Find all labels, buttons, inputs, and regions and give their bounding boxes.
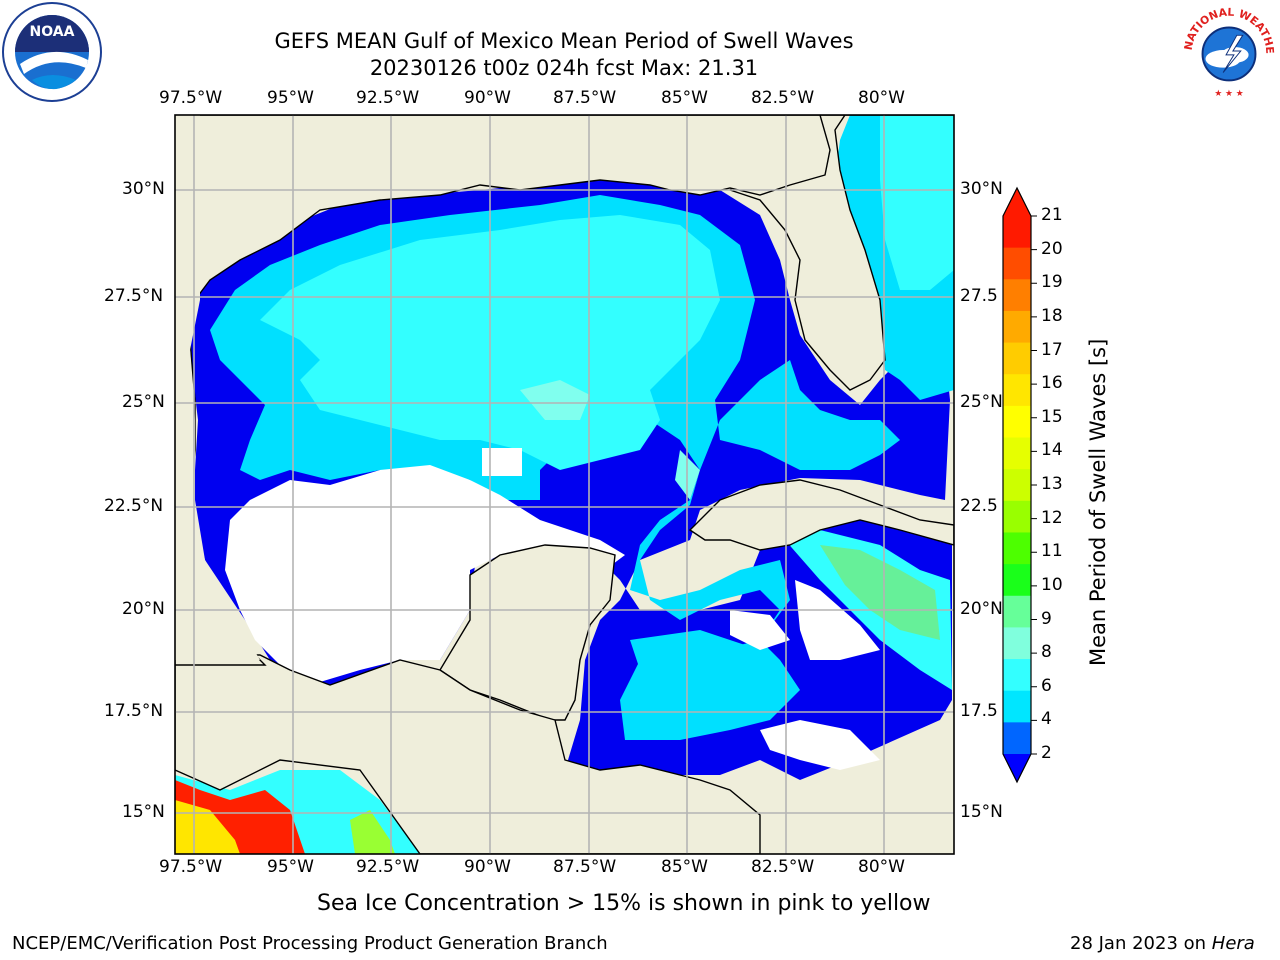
bay-of-campeche-nodata [225, 465, 625, 685]
gulf-swell-pale [520, 380, 700, 500]
lon-label-bottom: 90°W [464, 857, 511, 877]
lon-label-top: 85°W [661, 88, 708, 108]
colorbar-segment [1003, 690, 1031, 723]
nws-logo-icon: NATIONAL WEATHER SERVICE ★ ★ ★ [1180, 2, 1276, 99]
colorbar-tick-label: 8 [1041, 642, 1052, 663]
chart-subtitle: 20230126 t00z 024h fcst Max: 21.31 [369, 56, 759, 80]
colorbar-tick-label: 9 [1041, 608, 1052, 629]
caribbean-swell-green [820, 545, 940, 640]
colorbar-segment [1003, 374, 1031, 407]
colorbar-segment [1003, 722, 1031, 755]
footer-date-text: 28 Jan 2023 on [1070, 933, 1212, 954]
footer-host: Hera [1211, 933, 1255, 954]
lat-label-left: 30°N [122, 179, 165, 199]
colorbar-segment [1003, 342, 1031, 375]
colorbar-segment [1003, 437, 1031, 470]
colorbar-tick-label: 14 [1041, 440, 1063, 461]
lon-label-top: 95°W [267, 88, 314, 108]
colorbar-tick-label: 12 [1041, 507, 1063, 528]
lon-label-bottom: 95°W [267, 857, 314, 877]
lat-label-left: 22.5°N [104, 496, 164, 516]
mexico-east-coast-land [175, 115, 260, 660]
sea-ice-note: Sea Ice Concentration > 15% is shown in … [317, 891, 931, 916]
colorbar-tick-label: 20 [1041, 238, 1063, 259]
colorbar-tick-label: 21 [1041, 205, 1063, 225]
colorbar-segment [1003, 564, 1031, 597]
pacific-swell-green [350, 810, 395, 854]
lat-label-right: 17.5 [960, 701, 998, 721]
caribbean-swell-cyan-b [630, 630, 780, 710]
lat-label-right: 27.5 [960, 286, 998, 306]
footer-date: 28 Jan 2023 on Hera [1070, 933, 1255, 954]
colorbar-segment [1003, 659, 1031, 692]
map-area [175, 115, 954, 854]
lon-label-bottom: 82.5°W [751, 857, 815, 877]
central-america-land [175, 654, 761, 854]
lon-label-bottom: 92.5°W [356, 857, 420, 877]
colorbar-segment [1003, 595, 1031, 628]
colorbar-label: Mean Period of Swell Waves [s] [1086, 338, 1110, 666]
colorbar-tick-label: 4 [1041, 709, 1052, 730]
colorbar-tick-label: 17 [1041, 339, 1063, 360]
colorbar-segment [1003, 216, 1031, 249]
colorbar-segment [1003, 310, 1031, 344]
colorbar-tick-label: 11 [1041, 541, 1063, 562]
lat-label-left: 25°N [122, 392, 165, 412]
colorbar-segment [1003, 247, 1031, 280]
colorbar-tick-label: 6 [1041, 675, 1052, 696]
colorbar-extend-top [1003, 188, 1031, 216]
colorbar-segment [1003, 627, 1031, 660]
lon-label-top: 90°W [464, 88, 511, 108]
colorbar-tick-label: 13 [1041, 474, 1063, 494]
lon-label-bottom: 80°W [858, 857, 905, 877]
caribbean-nodata [730, 580, 880, 770]
colorbar-segment [1003, 532, 1031, 565]
lat-label-right: 30°N [960, 179, 1003, 199]
chart-title: GEFS MEAN Gulf of Mexico Mean Period of … [274, 29, 854, 53]
lat-label-left: 27.5°N [104, 286, 164, 306]
colorbar-segment [1003, 500, 1031, 533]
lat-label-right: 25°N [960, 392, 1003, 412]
lon-label-bottom: 97.5°W [159, 857, 223, 877]
lat-label-left: 15°N [122, 802, 165, 822]
colorbar-segment [1003, 279, 1031, 312]
lon-label-top: 87.5°W [553, 88, 617, 108]
colorbar-extend-bottom [1003, 754, 1031, 782]
lat-label-left: 17.5°N [104, 701, 164, 721]
colorbar [1002, 186, 1037, 784]
colorbar-segment [1003, 405, 1031, 439]
colorbar-segment [1003, 469, 1031, 502]
graticule [175, 115, 954, 854]
colorbar-tick-label: 16 [1041, 373, 1063, 394]
lat-label-right: 20°N [960, 599, 1003, 619]
noaa-logo-text: NOAA [30, 24, 75, 40]
atlantic-swell-cyan [880, 115, 954, 290]
lon-label-top: 97.5°W [159, 88, 223, 108]
colorbar-tick-label: 10 [1041, 574, 1063, 595]
noaa-logo-icon: NOAA [2, 2, 102, 102]
colorbar-tick-label: 15 [1041, 406, 1063, 427]
lon-label-bottom: 85°W [661, 857, 708, 877]
footer-credit: NCEP/EMC/Verification Post Processing Pr… [12, 933, 608, 954]
lon-label-top: 92.5°W [356, 88, 420, 108]
lat-label-left: 20°N [122, 599, 165, 619]
colorbar-tick-label: 18 [1041, 305, 1063, 326]
lat-label-right: 15°N [960, 802, 1003, 822]
lon-label-top: 82.5°W [751, 88, 815, 108]
map-frame [174, 114, 955, 855]
lat-label-right: 22.5 [960, 496, 998, 516]
svg-text:★ ★ ★: ★ ★ ★ [1214, 89, 1243, 99]
colorbar-tick-label: 19 [1041, 272, 1063, 293]
lon-label-bottom: 87.5°W [553, 857, 617, 877]
lon-label-top: 80°W [858, 88, 905, 108]
colorbar-tick-label: 2 [1041, 743, 1052, 763]
